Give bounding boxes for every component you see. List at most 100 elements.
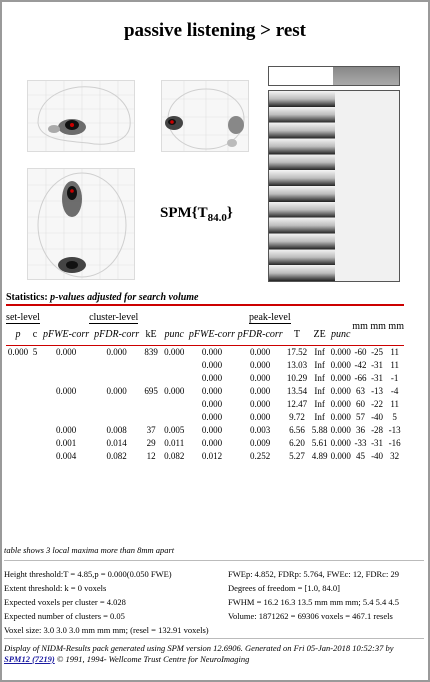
table-row: 0.000 0.000 9.72 Inf 0.000 57 -40 5 bbox=[6, 410, 404, 423]
table-cell: 9.72 bbox=[289, 411, 305, 422]
table-cell: 6.20 bbox=[289, 437, 305, 448]
table-cell bbox=[30, 397, 40, 410]
group-header: cluster-level bbox=[89, 311, 139, 324]
table-cell: 0.012 bbox=[201, 450, 223, 461]
table-cell: Inf bbox=[314, 411, 325, 422]
table-cell: 13.03 bbox=[286, 359, 308, 370]
group-header: peak-level bbox=[249, 311, 291, 324]
divider-line bbox=[4, 638, 424, 639]
peak-marker bbox=[170, 120, 174, 124]
table-cell bbox=[40, 410, 92, 423]
table-cell: 0.082 bbox=[106, 450, 127, 461]
table-cell: 0.011 bbox=[164, 437, 185, 448]
table-cell bbox=[30, 358, 40, 371]
table-cell: -25 bbox=[371, 346, 384, 357]
table-cell: 839 bbox=[144, 346, 158, 357]
column-header: pFWE-corr bbox=[188, 329, 235, 341]
column-header: pFDR-corr bbox=[237, 329, 283, 341]
table-cell: 0.000 bbox=[250, 359, 271, 370]
table-cell bbox=[6, 436, 30, 449]
table-cell: 0.003 bbox=[250, 424, 271, 435]
glass-brain-sagittal bbox=[27, 80, 135, 152]
glass-brain-coronal bbox=[161, 80, 249, 152]
table-cell: 0.000 bbox=[201, 411, 223, 422]
table-cell: 0.000 bbox=[330, 359, 351, 370]
footer-line: Expected number of clusters = 0.05 bbox=[4, 611, 125, 621]
table-cell: 0.082 bbox=[164, 450, 185, 461]
table-cell: 6.56 bbox=[289, 424, 305, 435]
table-cell: 0.000 bbox=[7, 346, 29, 357]
table-cell bbox=[92, 410, 141, 423]
footer-line: FWHM = 16.2 16.3 13.5 mm mm mm; 5.4 5.4 … bbox=[228, 597, 400, 607]
table-cell: -13 bbox=[371, 385, 384, 396]
table-cell: 17.52 bbox=[286, 346, 308, 357]
table-cell: 5.61 bbox=[311, 437, 328, 448]
peak-marker bbox=[70, 189, 74, 193]
footer-line: Height threshold:T = 4.85,p = 0.000(0.05… bbox=[4, 569, 172, 579]
table-cell: 11 bbox=[390, 359, 399, 370]
table-cell: Inf bbox=[314, 385, 325, 396]
table-cell: -13 bbox=[388, 424, 401, 435]
table-cell bbox=[30, 371, 40, 384]
table-cell: -40 bbox=[371, 450, 384, 461]
footer-right: FWEp: 4.852, FDRp: 5.764, FWEc: 12, FDRc… bbox=[228, 567, 399, 623]
table-cell: 57 bbox=[356, 411, 366, 422]
footer-line: Degrees of freedom = [1.0, 84.0] bbox=[228, 583, 340, 593]
credit-text: Display of NIDM-Results pack generated u… bbox=[4, 643, 426, 665]
table-cell: 0.000 bbox=[55, 385, 77, 396]
footer-line: Volume: 1871262 = 69306 voxels = 467.1 r… bbox=[228, 611, 393, 621]
table-cell: -16 bbox=[388, 437, 401, 448]
table-cell bbox=[141, 410, 161, 423]
table-cell bbox=[141, 371, 161, 384]
table-cell: 0.000 bbox=[201, 398, 223, 409]
table-cell bbox=[6, 358, 30, 371]
table-row: 0.001 0.014 29 0.011 0.000 0.009 6.20 5.61 0.000… bbox=[6, 436, 404, 449]
footer-line: Voxel size: 3.0 3.0 3.0 mm mm mm; (resel… bbox=[4, 625, 209, 635]
table-cell: -31 bbox=[371, 437, 384, 448]
table-cell: 11 bbox=[390, 346, 399, 357]
table-cell: 0.000 bbox=[164, 385, 185, 396]
table-cell bbox=[6, 371, 30, 384]
contrast-vector bbox=[268, 66, 400, 86]
table-cell: 0.000 bbox=[250, 346, 271, 357]
column-header: pFDR-corr bbox=[94, 329, 140, 341]
table-cell: 4.89 bbox=[311, 450, 328, 461]
results-table-body: 0.000 5 0.000 0.000 839 0.000 0.000 0.000 17.52 I… bbox=[6, 345, 404, 462]
column-header: punc bbox=[164, 329, 184, 341]
design-matrix-regressor bbox=[269, 91, 335, 281]
table-cell bbox=[6, 384, 30, 397]
column-header: T bbox=[293, 329, 300, 341]
table-cell bbox=[6, 423, 30, 436]
table-cell bbox=[30, 410, 40, 423]
spm-version-link[interactable]: SPM12 (7219) bbox=[4, 654, 55, 664]
table-cell: 0.001 bbox=[55, 437, 77, 448]
table-row: 0.000 0.000 10.29 Inf 0.000 -66 -31 -1 bbox=[6, 371, 404, 384]
table-cell: 0.252 bbox=[250, 450, 271, 461]
table-cell bbox=[92, 371, 141, 384]
table-cell: -66 bbox=[354, 372, 367, 383]
table-cell: 0.005 bbox=[164, 424, 185, 435]
footer-line: Expected voxels per cluster = 4.028 bbox=[4, 597, 126, 607]
table-cell bbox=[161, 358, 187, 371]
column-header: pFWE-corr bbox=[43, 329, 90, 341]
column-header: kE bbox=[145, 329, 157, 341]
group-header: set-level bbox=[6, 311, 40, 324]
table-cell: 0.000 bbox=[330, 424, 351, 435]
table-cell: 0.000 bbox=[201, 437, 223, 448]
glass-brain-axial bbox=[27, 168, 135, 280]
table-row: 0.000 0.000 13.03 Inf 0.000 -42 -31 11 bbox=[6, 358, 404, 371]
table-row: 0.000 0.000 695 0.000 0.000 0.000 13.54 Inf 0.00… bbox=[6, 384, 404, 397]
table-cell: 12 bbox=[146, 450, 156, 461]
footer-left: Height threshold:T = 4.85,p = 0.000(0.05… bbox=[4, 567, 209, 637]
table-cell: 13.54 bbox=[286, 385, 308, 396]
table-cell: 11 bbox=[390, 398, 399, 409]
table-cell: 0.000 bbox=[330, 437, 351, 448]
table-cell: 60 bbox=[356, 398, 366, 409]
table-cell bbox=[30, 436, 40, 449]
coordinate-header: mm mm mm bbox=[352, 321, 404, 333]
table-cell bbox=[6, 410, 30, 423]
table-cell: 5.27 bbox=[289, 450, 305, 461]
table-cell: 5.88 bbox=[311, 424, 328, 435]
table-cell: 32 bbox=[390, 450, 400, 461]
